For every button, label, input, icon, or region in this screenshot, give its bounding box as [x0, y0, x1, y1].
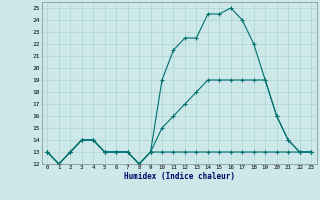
X-axis label: Humidex (Indice chaleur): Humidex (Indice chaleur)	[124, 172, 235, 181]
